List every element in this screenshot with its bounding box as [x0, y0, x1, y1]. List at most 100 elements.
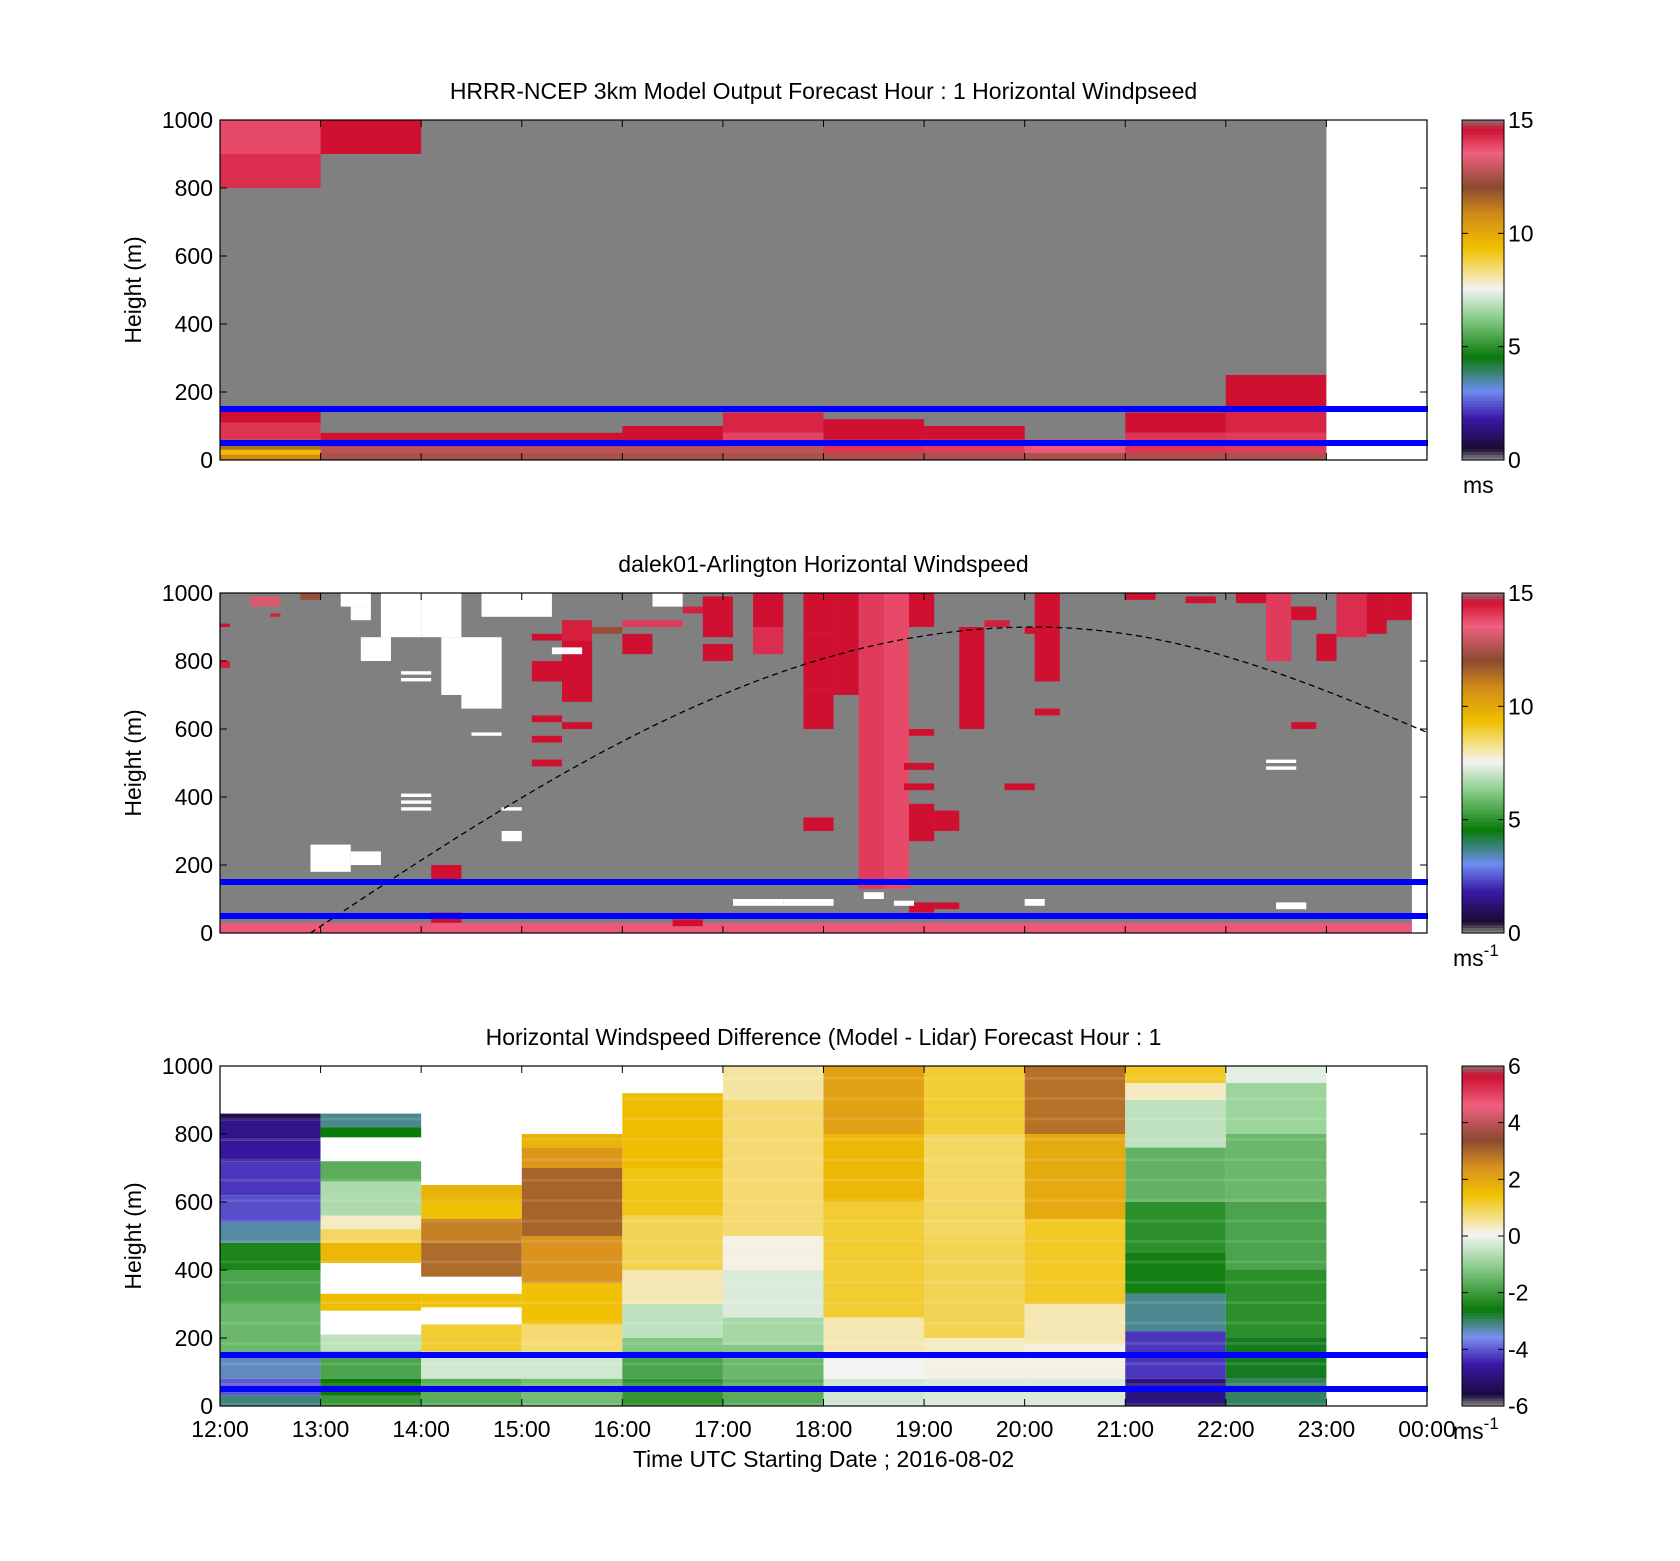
colorbar-segment: [1462, 216, 1504, 220]
colorbar-segment: [1462, 873, 1504, 877]
heatmap-stripe: [521, 1321, 623, 1325]
heatmap-cell: [521, 1147, 623, 1168]
colorbar-segment: [1462, 202, 1504, 206]
colorbar-segment: [1462, 862, 1504, 866]
y-tick-label: 1000: [162, 1053, 213, 1079]
heatmap-cell: [924, 1378, 1025, 1406]
heatmap-cell: [1125, 1066, 1226, 1083]
heatmap-cell: [1024, 1066, 1126, 1134]
heatmap-stripe: [1125, 1403, 1226, 1406]
heatmap-stripe: [521, 1342, 623, 1345]
colorbar-segment: [1462, 632, 1504, 637]
heatmap-cell: [722, 446, 824, 454]
heatmap-cell: [521, 1324, 623, 1352]
colorbar-segment: [1462, 338, 1504, 342]
colorbar-segment: [1462, 1295, 1504, 1299]
colorbar-tick-label: 0: [1508, 1223, 1521, 1249]
heatmap-stripe: [220, 1117, 321, 1121]
heatmap-stripe: [1024, 1178, 1126, 1182]
heatmap-cell: [682, 606, 713, 614]
heatmap-cell: [421, 1185, 522, 1202]
colorbar-segment: [1462, 666, 1504, 671]
heatmap-stripe: [1125, 1138, 1226, 1141]
heatmap-cell: [320, 1181, 422, 1216]
colorbar-tick-label: 5: [1508, 807, 1521, 833]
colorbar-segment: [1462, 1349, 1504, 1353]
colorbar-segment: [1462, 1119, 1504, 1124]
heatmap-cell: [823, 1202, 925, 1318]
colorbar-segment: [1462, 680, 1504, 685]
heatmap-cell: [622, 1378, 723, 1406]
colorbar-segment: [1462, 901, 1504, 906]
heatmap-stripe: [622, 1199, 723, 1202]
colorbar-segment: [1462, 1369, 1504, 1373]
colorbar-segment: [1462, 1094, 1504, 1098]
colorbar-segment: [1462, 797, 1504, 801]
colorbar-segment: [1462, 1377, 1504, 1382]
x-tick-label: 19:00: [895, 1416, 953, 1442]
colorbar-segment: [1462, 247, 1504, 251]
heatmap-cell: [908, 803, 935, 842]
heatmap-cell: [722, 1358, 824, 1379]
colorbar-segment: [1462, 1250, 1504, 1254]
heatmap-cell: [1125, 1378, 1226, 1406]
heatmap-stripe: [622, 1138, 723, 1141]
heatmap-stripe: [521, 1240, 623, 1243]
heatmap-stripe: [722, 1178, 824, 1182]
colorbar-segment: [1462, 1389, 1504, 1393]
heatmap-stripe: [823, 1199, 925, 1202]
heatmap-stripe: [220, 1199, 321, 1202]
heatmap-stripe: [1024, 1199, 1126, 1202]
x-tick-label: 13:00: [292, 1416, 350, 1442]
heatmap-cell: [561, 620, 593, 641]
colorbar-segment: [1462, 1366, 1504, 1370]
colorbar-segment: [1462, 1187, 1504, 1192]
heatmap-stripe: [521, 1199, 623, 1202]
heatmap-cell: [1024, 1344, 1126, 1379]
colorbar-tick-label: 15: [1508, 107, 1534, 133]
heatmap-cell: [220, 1222, 321, 1243]
heatmap-stripe: [1024, 1382, 1126, 1386]
heatmap-stripe: [924, 1382, 1025, 1386]
heatmap-stripe: [722, 1097, 824, 1100]
heatmap-stripe: [521, 1382, 623, 1386]
heatmap-cell: [220, 661, 231, 668]
heatmap-cell: [722, 1270, 824, 1318]
colorbar: 0 5 10 15 ms-1: [1453, 580, 1534, 971]
colorbar-segment: [1462, 692, 1504, 696]
heatmap-cell: [823, 1134, 925, 1202]
colorbar-segment: [1462, 440, 1504, 444]
x-tick-label: 20:00: [996, 1416, 1054, 1442]
heatmap-stripe: [924, 1362, 1025, 1366]
no-data-region: [421, 593, 462, 638]
heatmap-stripe: [521, 1138, 623, 1141]
heatmap-cell: [622, 620, 683, 627]
colorbar-segment: [1462, 853, 1504, 858]
colorbar-segment: [1462, 1216, 1504, 1220]
colorbar-segment: [1462, 1221, 1504, 1226]
heatmap-stripe: [1225, 1097, 1327, 1100]
heatmap-cell: [531, 715, 562, 723]
colorbar-segment: [1462, 910, 1504, 914]
heatmap-stripe: [823, 1280, 925, 1284]
colorbar-segment: [1462, 774, 1504, 778]
y-tick-label: 800: [175, 175, 213, 201]
heatmap-cell: [803, 633, 834, 689]
no-data-region: [863, 892, 884, 899]
colorbar-segment: [1462, 777, 1504, 781]
heatmap-stripe: [421, 1240, 522, 1243]
colorbar-segment: [1462, 1261, 1504, 1265]
heatmap-cell: [1125, 412, 1226, 433]
colorbar-segment: [1462, 318, 1504, 322]
heatmap-cell: [702, 644, 733, 661]
colorbar-segment: [1462, 669, 1504, 673]
heatmap-cell: [753, 627, 784, 655]
colorbar-segment: [1462, 672, 1504, 676]
colorbar-segment: [1462, 179, 1504, 183]
colorbar-segment: [1462, 1159, 1504, 1163]
colorbar-segment: [1462, 1080, 1504, 1084]
colorbar-segment: [1462, 1156, 1504, 1161]
panel-title: dalek01-Arlington Horizontal Windspeed: [618, 551, 1028, 577]
colorbar-segment: [1462, 850, 1504, 855]
heatmap-cell: [622, 633, 653, 655]
